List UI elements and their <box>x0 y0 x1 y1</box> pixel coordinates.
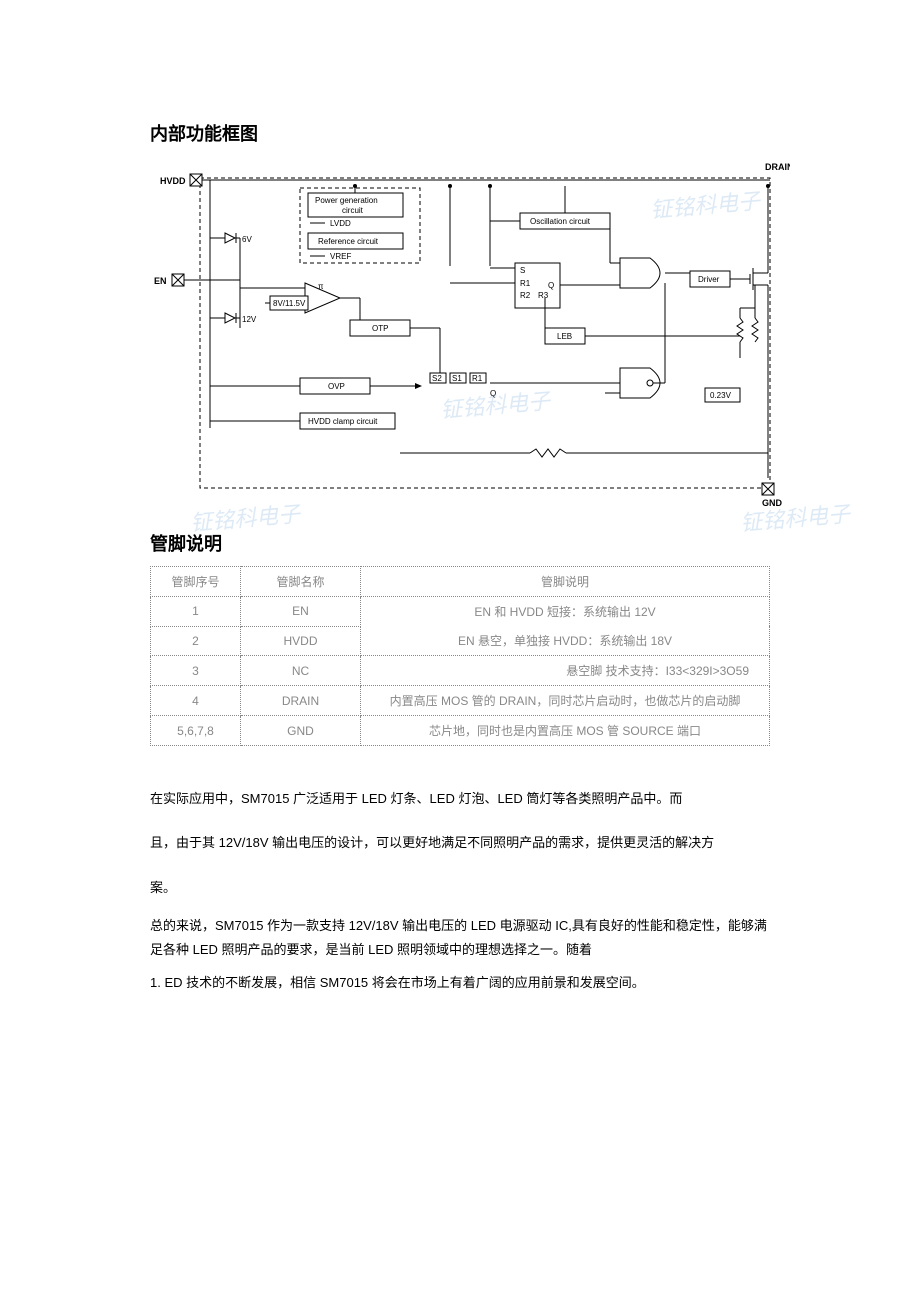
pin-table: 管脚序号 管脚名称 管脚说明 1 EN EN 和 HVDD 短接：系统输出 12… <box>150 566 770 746</box>
svg-text:S1: S1 <box>452 374 462 383</box>
col-pin-num: 管脚序号 <box>151 567 241 597</box>
cell: DRAIN <box>241 686 361 716</box>
svg-text:DRAIN: DRAIN <box>765 162 790 172</box>
svg-text:8V/11.5V: 8V/11.5V <box>273 299 306 308</box>
svg-text:S: S <box>520 266 525 275</box>
svg-text:OVP: OVP <box>328 382 345 391</box>
svg-text:LVDD: LVDD <box>330 219 351 228</box>
svg-text:Driver: Driver <box>698 275 720 284</box>
svg-text:Oscillation circuit: Oscillation circuit <box>530 217 591 226</box>
paragraph: 1. ED 技术的不断发展，相信 SM7015 将会在市场上有着广阔的应用前景和… <box>150 971 770 994</box>
col-pin-desc: 管脚说明 <box>361 567 770 597</box>
cell: 3 <box>151 656 241 686</box>
cell: 内置高压 MOS 管的 DRAIN，同时芯片启动时，也做芯片的启动脚 <box>361 686 770 716</box>
table-header-row: 管脚序号 管脚名称 管脚说明 <box>151 567 770 597</box>
heading-pin-desc: 管脚说明 <box>150 530 770 556</box>
cell: 2 <box>151 626 241 656</box>
svg-text:π: π <box>318 282 324 291</box>
svg-text:GND: GND <box>762 498 783 508</box>
svg-text:6V: 6V <box>242 235 252 244</box>
col-pin-name: 管脚名称 <box>241 567 361 597</box>
svg-text:HVDD: HVDD <box>160 176 186 186</box>
paragraph: 在实际应用中，SM7015 广泛适用于 LED 灯条、LED 灯泡、LED 筒灯… <box>150 781 770 817</box>
table-row: 3 NC 悬空脚 技术支持：I33<329I>3O59 <box>151 656 770 686</box>
svg-text:LEB: LEB <box>557 332 572 341</box>
cell: EN 和 HVDD 短接：系统输出 12V <box>361 597 770 627</box>
cell: 5,6,7,8 <box>151 716 241 746</box>
svg-text:Reference circuit: Reference circuit <box>318 237 379 246</box>
svg-text:R1: R1 <box>472 374 483 383</box>
cell: GND <box>241 716 361 746</box>
svg-text:R1: R1 <box>520 279 531 288</box>
svg-text:OTP: OTP <box>372 324 388 333</box>
svg-text:12V: 12V <box>242 315 257 324</box>
svg-text:0.23V: 0.23V <box>710 391 732 400</box>
heading-block-diagram: 内部功能框图 <box>150 120 770 146</box>
cell: 芯片地，同时也是内置高压 MOS 管 SOURCE 端口 <box>361 716 770 746</box>
svg-text:R3: R3 <box>538 291 549 300</box>
svg-text:S2: S2 <box>432 374 442 383</box>
svg-text:VREF: VREF <box>330 252 351 261</box>
svg-text:circuit: circuit <box>342 206 364 215</box>
block-diagram: HVDD EN 6V 12V Power generation circuit … <box>150 158 790 518</box>
svg-text:R2: R2 <box>520 291 531 300</box>
svg-text:Q: Q <box>490 389 496 398</box>
table-row: 2 HVDD EN 悬空，单独接 HVDD：系统输出 18V <box>151 626 770 656</box>
table-row: 5,6,7,8 GND 芯片地，同时也是内置高压 MOS 管 SOURCE 端口 <box>151 716 770 746</box>
cell: EN 悬空，单独接 HVDD：系统输出 18V <box>361 626 770 656</box>
paragraph: 且，由于其 12V/18V 输出电压的设计，可以更好地满足不同照明产品的需求，提… <box>150 825 770 861</box>
cell: 4 <box>151 686 241 716</box>
table-row: 4 DRAIN 内置高压 MOS 管的 DRAIN，同时芯片启动时，也做芯片的启… <box>151 686 770 716</box>
svg-text:Power generation: Power generation <box>315 196 378 205</box>
cell: NC <box>241 656 361 686</box>
cell: EN <box>241 597 361 627</box>
paragraph: 总的来说，SM7015 作为一款支持 12V/18V 输出电压的 LED 电源驱… <box>150 914 770 961</box>
cell: 悬空脚 技术支持：I33<329I>3O59 <box>361 656 770 686</box>
cell: 1 <box>151 597 241 627</box>
svg-text:HVDD clamp circuit: HVDD clamp circuit <box>308 417 378 426</box>
paragraph: 案。 <box>150 870 770 906</box>
svg-text:EN: EN <box>154 276 167 286</box>
cell: HVDD <box>241 626 361 656</box>
table-row: 1 EN EN 和 HVDD 短接：系统输出 12V <box>151 597 770 627</box>
svg-text:Q: Q <box>548 281 554 290</box>
